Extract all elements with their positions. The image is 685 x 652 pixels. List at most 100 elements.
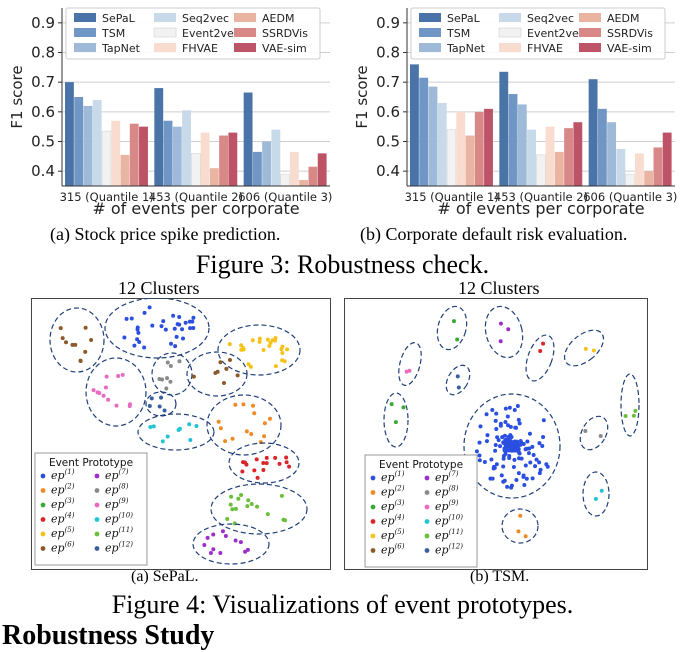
legend-entry-sup: (5): [395, 528, 405, 536]
data-point: [244, 429, 249, 434]
data-point: [157, 376, 162, 381]
data-point: [180, 336, 185, 341]
data-point: [208, 550, 213, 555]
bar: [527, 129, 536, 186]
data-point: [509, 435, 514, 440]
data-point: [526, 451, 531, 456]
legend-label: VAE-sim: [607, 42, 652, 55]
data-point: [165, 434, 170, 439]
y-tick-label: 0.8: [31, 44, 55, 62]
data-point: [477, 440, 482, 445]
bar: [317, 153, 327, 186]
data-point: [246, 362, 251, 367]
y-tick-label: 0.5: [376, 133, 400, 151]
data-point: [254, 457, 259, 462]
data-point: [142, 345, 147, 350]
data-point: [537, 441, 542, 446]
bar: [191, 153, 201, 187]
data-point: [177, 314, 182, 319]
data-point: [136, 330, 141, 335]
x-axis-label: # of events per corporate: [437, 199, 644, 218]
x-tick-label: 606 (Quantile 3): [238, 190, 332, 204]
legend-label: FHVAE: [527, 42, 563, 55]
data-point: [218, 426, 223, 431]
legend-swatch: [579, 28, 601, 37]
data-point: [598, 434, 603, 439]
data-point: [502, 478, 507, 483]
legend-marker: [370, 490, 376, 495]
prototype-legend-title: Event Prototype: [379, 459, 463, 471]
data-point: [516, 450, 521, 455]
legend-entry-sup: (3): [395, 499, 405, 507]
legend-label: VAE-sim: [262, 42, 307, 55]
legend-entry: ep(11): [105, 526, 133, 540]
data-point: [165, 360, 170, 365]
data-point: [142, 310, 147, 315]
data-point: [280, 350, 285, 355]
legend-entry-sup: (12): [449, 543, 464, 551]
data-point: [162, 408, 167, 413]
legend-entry-sup: (2): [395, 485, 405, 493]
data-point: [502, 433, 507, 438]
legend-marker: [424, 548, 430, 553]
data-point: [190, 319, 195, 324]
data-point: [228, 502, 233, 507]
bar: [139, 126, 148, 186]
data-point: [514, 439, 520, 445]
figure-3-caption: Figure 3: Robustness check.: [195, 250, 490, 279]
data-point: [523, 463, 528, 468]
data-point: [60, 336, 65, 341]
sepal-prototype-scatter: Event Prototypeep(1)ep(2)ep(3)ep(4)ep(5)…: [31, 298, 331, 570]
legend-entry-base: ep: [435, 529, 449, 542]
data-point: [252, 468, 257, 473]
cluster-ellipse: [145, 391, 177, 417]
legend-marker: [370, 475, 376, 481]
data-point: [264, 461, 269, 466]
data-point: [516, 417, 521, 422]
data-point: [223, 534, 228, 539]
bar: [120, 154, 130, 186]
data-point: [233, 506, 238, 511]
cluster-ellipse: [445, 364, 471, 396]
data-point: [246, 498, 251, 503]
data-point: [279, 347, 284, 352]
data-point: [534, 457, 539, 462]
data-point: [493, 448, 498, 453]
bar: [625, 173, 635, 187]
data-point: [489, 457, 494, 462]
legend-entry: ep(4): [51, 512, 75, 526]
subfigure-caption-tsm: (b) TSM.: [470, 568, 530, 585]
data-point: [401, 405, 406, 410]
data-point: [104, 374, 109, 379]
data-point: [498, 444, 503, 449]
data-point: [583, 429, 588, 434]
legend-marker: [424, 533, 430, 539]
data-point: [583, 346, 588, 351]
legend-entry-sup: (8): [119, 483, 129, 491]
y-axis-label: F1 score: [8, 65, 26, 128]
y-tick-label: 0.8: [376, 44, 400, 62]
bar: [289, 151, 299, 186]
legend-entry-sup: (5): [65, 526, 75, 534]
data-point: [524, 476, 529, 481]
legend-label: TapNet: [101, 42, 141, 55]
legend-marker: [424, 475, 430, 481]
cluster-ellipse: [398, 341, 422, 387]
data-point: [168, 364, 173, 369]
data-point: [232, 521, 237, 526]
bar: [111, 120, 121, 186]
data-point: [518, 513, 523, 518]
legend-entry-sup: (6): [395, 543, 405, 551]
data-point: [502, 446, 508, 452]
bar: [163, 120, 173, 186]
bar: [209, 168, 219, 186]
legend-entry: ep(6): [51, 541, 75, 555]
bar: [662, 132, 672, 186]
legend-marker: [370, 548, 376, 553]
legend-label: SSRDVis: [607, 27, 653, 40]
bar: [446, 129, 457, 187]
data-point: [287, 464, 292, 469]
legend-label: SePaL: [447, 12, 481, 25]
data-point: [211, 532, 216, 537]
data-point: [527, 431, 532, 436]
